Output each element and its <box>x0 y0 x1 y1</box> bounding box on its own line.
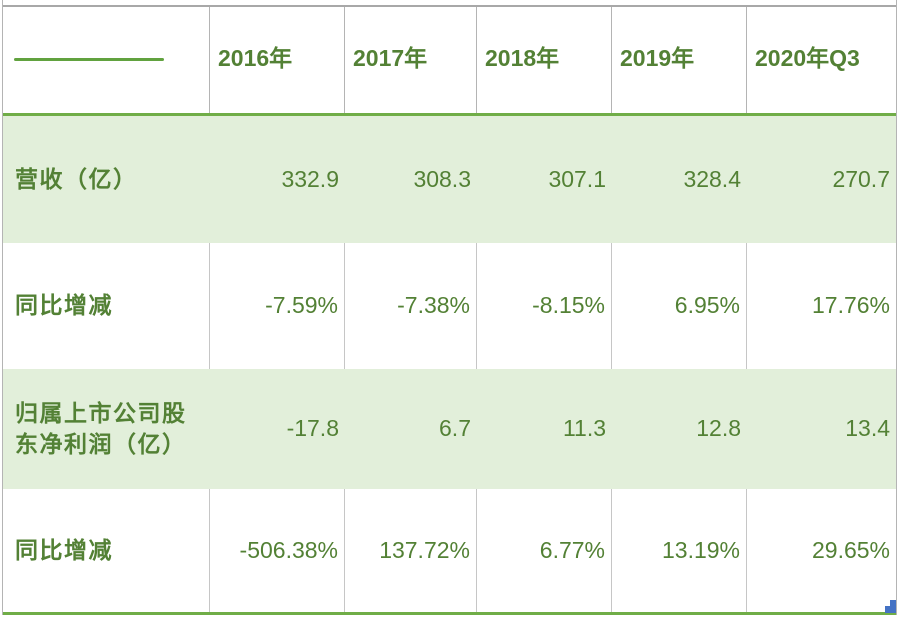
header-dash-icon <box>14 57 164 61</box>
value-cell[interactable]: 6.7 <box>439 415 471 442</box>
header-cell-2018[interactable]: 2018年 <box>477 5 612 113</box>
value-cell[interactable]: -8.15% <box>477 243 612 369</box>
value-cell[interactable]: -7.38% <box>345 243 477 369</box>
value-cell[interactable]: 12.8 <box>696 415 741 442</box>
fill-handle-step-small <box>885 606 890 613</box>
header-cell-2016[interactable]: 2016年 <box>210 5 345 113</box>
row-label-cell[interactable]: 同比增减 <box>3 489 210 612</box>
row-label-cell[interactable]: 营收（亿） <box>15 165 138 192</box>
value-cell[interactable]: 6.95% <box>612 243 747 369</box>
row-label-cell[interactable]: 归属上市公司股东净利润（亿） <box>15 399 187 457</box>
value-cell[interactable]: 29.65% <box>811 536 890 563</box>
value-cell[interactable]: -506.38% <box>210 489 345 612</box>
value-cell[interactable]: 137.72% <box>345 489 477 612</box>
fill-handle-step-large <box>890 600 896 613</box>
value-cell[interactable]: -17.8 <box>286 415 339 442</box>
table-row-net-profit-yoy: 同比增减 -506.38% 137.72% 6.77% 13.19% 29.65… <box>3 489 896 612</box>
value-cell[interactable]: 308.3 <box>413 165 471 192</box>
value-cell[interactable]: 270.7 <box>832 165 890 192</box>
value-cell[interactable]: 13.19% <box>612 489 747 612</box>
top-gridline <box>3 5 896 7</box>
table-row-revenue: 营收（亿） 332.9 308.3 307.1 328.4 270.7 <box>3 116 896 243</box>
value-cell[interactable]: 11.3 <box>562 415 606 442</box>
header-cell-2019[interactable]: 2019年 <box>612 5 747 113</box>
value-cell[interactable]: 17.76% <box>811 292 890 319</box>
table-row-revenue-yoy: 同比增减 -7.59% -7.38% -8.15% 6.95% 17.76% <box>3 243 896 369</box>
row-label-cell[interactable]: 同比增减 <box>3 243 210 369</box>
table-bottom-line <box>3 612 896 615</box>
value-cell[interactable]: -7.59% <box>210 243 345 369</box>
header-cell-2020q3[interactable]: 2020年Q3 <box>755 45 860 72</box>
header-divider-line <box>3 113 896 116</box>
value-cell[interactable]: 332.9 <box>281 165 339 192</box>
table-row-net-profit: 归属上市公司股东净利润（亿） -17.8 6.7 11.3 12.8 13.4 <box>3 369 896 489</box>
table-header-row: 2016年 2017年 2018年 2019年 2020年Q3 <box>3 0 896 113</box>
header-cell-blank[interactable] <box>3 5 210 113</box>
value-cell[interactable]: 328.4 <box>683 165 741 192</box>
header-cell-2017[interactable]: 2017年 <box>345 5 477 113</box>
selection-fill-handle-icon[interactable] <box>885 600 896 613</box>
value-cell[interactable]: 6.77% <box>477 489 612 612</box>
value-cell[interactable]: 13.4 <box>845 415 890 442</box>
value-cell[interactable]: 307.1 <box>548 165 606 192</box>
